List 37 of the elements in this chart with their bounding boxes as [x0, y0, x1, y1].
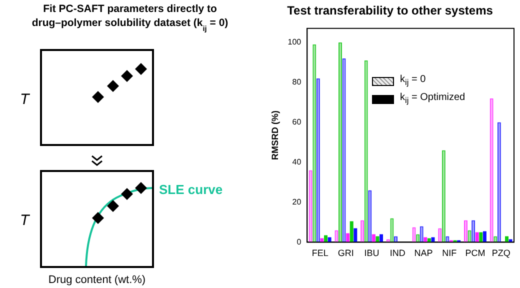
text: T	[20, 212, 31, 229]
bar	[475, 232, 479, 242]
bar	[479, 232, 483, 242]
text: Fit PC-SAFT parameters directly to drug–polymer solubility dataset (k$_{ij}$ = 0)	[32, 3, 228, 32]
bar	[376, 236, 380, 242]
y-tick-label: 60	[292, 118, 302, 127]
x-tick-label: PCM	[465, 248, 486, 258]
text: Drug content (wt.%)	[48, 274, 146, 286]
text: T	[20, 91, 31, 108]
y-axis-title: RMSRD (%)	[270, 110, 280, 160]
x-tick-label: FEL	[312, 248, 328, 258]
bar	[482, 231, 486, 242]
y-tick-label: 0	[296, 237, 302, 246]
text: SLE curve	[159, 182, 223, 197]
annotation: k$_{ij}$ = 0	[400, 73, 426, 89]
chart-title: Test transferability to other systems	[287, 4, 494, 18]
x-tick-label: NAP	[414, 248, 433, 258]
bar	[380, 234, 384, 242]
bar	[346, 233, 350, 242]
bar	[431, 237, 435, 242]
annotation: k$_{ij}$ = Optimized	[400, 91, 466, 107]
bar	[424, 237, 428, 242]
x-tick-label: NIF	[442, 248, 458, 258]
bar	[372, 234, 376, 242]
bar	[354, 228, 358, 242]
bar	[328, 237, 332, 242]
y-tick-label: 100	[288, 38, 302, 47]
bar	[324, 235, 328, 242]
x-tick-label: GRI	[338, 248, 354, 258]
y-tick-label: 40	[292, 157, 302, 166]
x-tick-label: PZQ	[492, 248, 510, 258]
y-tick-label: 80	[292, 78, 302, 87]
y-tick-label: 20	[292, 197, 302, 206]
bar	[505, 236, 509, 242]
x-tick-label: IBU	[364, 248, 380, 258]
x-tick-label: IND	[390, 248, 406, 258]
bar	[350, 221, 354, 242]
